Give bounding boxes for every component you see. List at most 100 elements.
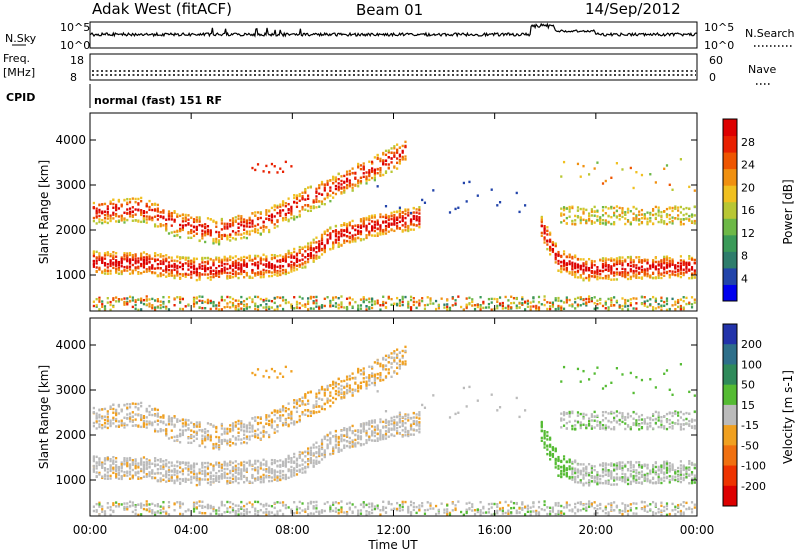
power-cell (590, 261, 593, 265)
power-cell (293, 218, 296, 221)
power-cell (557, 296, 560, 300)
power-cell (571, 271, 574, 274)
power-cell (159, 222, 162, 226)
power-cell (262, 271, 265, 274)
power-cell (112, 256, 115, 260)
power-cell (604, 277, 607, 280)
power-cell (359, 226, 363, 229)
power-cell (365, 175, 368, 178)
velocity-cell (140, 425, 143, 429)
power-cell (243, 304, 246, 308)
power-cell (240, 295, 243, 299)
power-cell (217, 304, 221, 307)
power-cell (137, 202, 140, 205)
power-cell (635, 307, 638, 310)
power-cell (251, 270, 254, 274)
power-cell (162, 262, 165, 266)
velocity-cell (287, 468, 290, 471)
power-cell (151, 264, 154, 268)
power-cell (176, 296, 179, 299)
velocity-cell (170, 420, 173, 423)
velocity-cell (204, 436, 207, 440)
power-cell (298, 215, 301, 218)
power-cell (162, 302, 165, 305)
velocity-cell (117, 473, 121, 477)
velocity-cell (312, 506, 315, 510)
power-cell (142, 218, 146, 222)
power-cell (167, 210, 171, 213)
power-cell (621, 215, 624, 219)
velocity-cell (123, 505, 126, 509)
power-cell (635, 274, 638, 277)
power-cell (579, 266, 582, 269)
velocity-cell (301, 471, 304, 474)
velocity-cell (95, 510, 98, 513)
power-cell (134, 257, 137, 260)
power-cell (101, 261, 104, 265)
power-cell (106, 266, 109, 269)
velocity-cell (245, 479, 248, 482)
power-cell (621, 267, 624, 271)
velocity-cell (173, 479, 176, 482)
power-cell (153, 209, 157, 212)
velocity-cell (134, 466, 137, 470)
velocity-cell (162, 505, 165, 509)
velocity-cell (156, 463, 159, 466)
velocity-cell (315, 461, 318, 464)
power-cell (201, 257, 204, 260)
velocity-cell (245, 467, 248, 471)
power-cell (362, 172, 365, 175)
velocity-cell (204, 465, 207, 469)
velocity-cell (148, 460, 151, 464)
power-cell (226, 262, 229, 266)
power-cell (590, 210, 593, 213)
velocity-cell (137, 414, 140, 417)
power-cell (621, 211, 624, 215)
velocity-cell (295, 410, 299, 414)
power-cell (115, 255, 118, 258)
velocity-cell (223, 464, 226, 467)
power-cell (643, 270, 646, 274)
power-cell (334, 302, 338, 305)
power-cell (273, 165, 276, 168)
power-cell (376, 221, 379, 224)
power-cell (240, 300, 243, 304)
power-cell (554, 244, 557, 248)
velocity-cell (217, 461, 221, 465)
velocity-cell (234, 512, 237, 516)
velocity-cell (101, 408, 104, 411)
power-cell (329, 227, 332, 230)
power-cell (368, 306, 371, 309)
power-cell (173, 218, 176, 222)
power-cell (117, 272, 121, 275)
power-cell (293, 215, 296, 218)
power-cell (243, 269, 246, 273)
power-cell (165, 270, 168, 274)
power-cell (571, 305, 574, 308)
power-cell (568, 260, 571, 263)
power-cell (462, 308, 465, 312)
power-cell (295, 194, 299, 197)
velocity-cell (153, 476, 157, 480)
power-cell (468, 180, 471, 184)
velocity-cell (309, 411, 312, 415)
power-cell (284, 255, 287, 258)
power-cell (485, 306, 488, 309)
power-cell (345, 177, 349, 181)
power-cell (103, 217, 107, 220)
power-cell (510, 295, 513, 298)
power-cell (345, 170, 349, 173)
velocity-cell (234, 477, 237, 481)
power-cell (229, 264, 232, 268)
velocity-cell (215, 509, 218, 512)
power-cell (167, 232, 171, 235)
power-cell (245, 232, 248, 235)
power-cell (134, 213, 137, 216)
power-cell (159, 255, 162, 258)
velocity-cell (134, 458, 137, 461)
velocity-cell (268, 510, 271, 514)
power-cell (284, 270, 287, 274)
power-cell (337, 235, 340, 239)
power-cell (131, 253, 134, 257)
velocity-cell (315, 392, 318, 396)
